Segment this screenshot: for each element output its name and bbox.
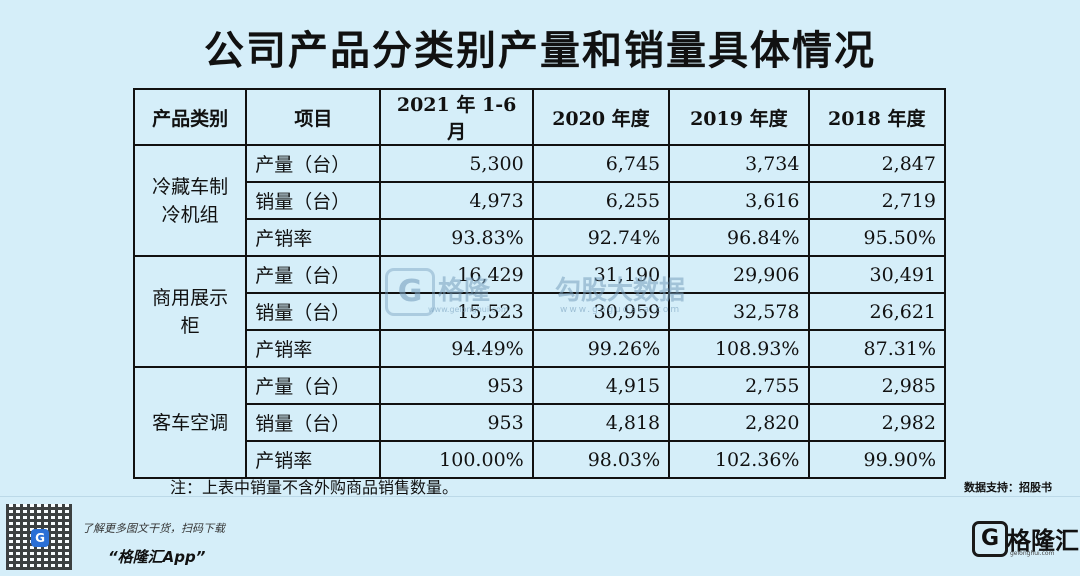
category-label-line: 商用展示 xyxy=(152,286,229,309)
table-row: 销量（台） 953 4,818 2,820 2,982 xyxy=(134,403,946,442)
value-cell: 26,621 xyxy=(807,292,946,331)
brand-name: 格隆汇 xyxy=(1007,527,1079,555)
value-cell: 98.03% xyxy=(531,440,671,479)
table-row: 产销率 93.83% 92.74% 96.84% 95.50% xyxy=(134,218,946,257)
table-row: 冷藏车制 冷机组 产量（台） 5,300 6,745 3,734 2,847 xyxy=(132,144,946,257)
qr-logo-icon: G xyxy=(31,529,49,547)
value-cell: 4,818 xyxy=(531,403,671,442)
app-name: “格隆汇App” xyxy=(108,548,206,566)
item-cell: 产销率 xyxy=(245,218,382,257)
value-cell: 94.49% xyxy=(379,329,534,368)
value-cell: 100.00% xyxy=(379,440,534,479)
value-cell: 99.90% xyxy=(807,440,946,479)
page-title: 公司产品分类别产量和销量具体情况 xyxy=(204,28,876,74)
watermark-second-url: www.gogudata.com xyxy=(560,305,682,315)
value-cell: 2,820 xyxy=(668,403,810,442)
value-cell: 4,915 xyxy=(531,366,671,405)
table-header-row: 产品类别 项目 2021 年 1-6 月 2020 年度 2019 年度 201… xyxy=(132,88,946,146)
item-cell: 产量（台） xyxy=(245,366,382,405)
table-row: 产销率 100.00% 98.03% 102.36% 99.90% xyxy=(134,440,946,479)
item-cell: 产量（台） xyxy=(245,144,382,183)
value-cell: 96.84% xyxy=(668,218,810,257)
header-2021h1: 2021 年 1-6 月 xyxy=(379,88,534,146)
value-cell: 31,190 xyxy=(531,255,671,294)
watermark-brand: 格隆 xyxy=(438,276,491,306)
value-cell: 953 xyxy=(379,403,534,442)
category-cell: 商用展示 柜 xyxy=(132,255,248,368)
watermark-logo-icon: G xyxy=(385,268,435,316)
value-cell: 92.74% xyxy=(531,218,671,257)
header-item: 项目 xyxy=(245,88,382,146)
production-sales-table: 产品类别 项目 2021 年 1-6 月 2020 年度 2019 年度 201… xyxy=(132,88,946,479)
category-label-line: 柜 xyxy=(180,314,200,337)
value-cell: 102.36% xyxy=(668,440,810,479)
value-cell: 93.83% xyxy=(379,218,534,257)
category-label-line: 冷机组 xyxy=(161,203,219,226)
value-cell: 16,429 xyxy=(379,255,534,294)
value-cell: 2,847 xyxy=(807,144,946,183)
item-cell: 销量（台） xyxy=(245,181,382,220)
value-cell: 15,523 xyxy=(379,292,534,331)
table-row: 销量（台） 4,973 6,255 3,616 2,719 xyxy=(134,181,946,220)
item-cell: 销量（台） xyxy=(245,403,382,442)
value-cell: 30,959 xyxy=(531,292,671,331)
header-2018: 2018 年度 xyxy=(807,88,946,146)
value-cell: 99.26% xyxy=(531,329,671,368)
promo-line: 了解更多图文干货，扫码下载 xyxy=(82,522,225,535)
value-cell: 6,255 xyxy=(531,181,671,220)
item-cell: 产量（台） xyxy=(245,255,382,294)
category-label-line: 客车空调 xyxy=(152,411,229,434)
header-2019: 2019 年度 xyxy=(668,88,810,146)
header-2020: 2020 年度 xyxy=(531,88,671,146)
value-cell: 3,734 xyxy=(668,144,810,183)
value-cell: 32,578 xyxy=(668,292,810,331)
value-cell: 2,982 xyxy=(807,403,946,442)
data-source: 数据支持：招股书 xyxy=(964,481,1052,494)
value-cell: 953 xyxy=(379,366,534,405)
value-cell: 5,300 xyxy=(379,144,534,183)
item-cell: 产销率 xyxy=(245,440,382,479)
table-row: 产销率 94.49% 99.26% 108.93% 87.31% xyxy=(134,329,946,368)
brand-logo-icon: G xyxy=(972,521,1008,557)
category-cell: 客车空调 xyxy=(132,366,248,479)
table-row: 客车空调 产量（台） 953 4,915 2,755 2,985 xyxy=(132,366,946,479)
brand-url: gelonghui.com xyxy=(1010,550,1055,557)
item-cell: 销量（台） xyxy=(245,292,382,331)
table-row: 商用展示 柜 产量（台） 16,429 31,190 29,906 30,491 xyxy=(132,255,946,368)
category-label-line: 冷藏车制 xyxy=(152,175,229,198)
category-cell: 冷藏车制 冷机组 xyxy=(132,144,248,257)
item-cell: 产销率 xyxy=(245,329,382,368)
value-cell: 2,755 xyxy=(668,366,810,405)
value-cell: 95.50% xyxy=(807,218,946,257)
value-cell: 87.31% xyxy=(807,329,946,368)
value-cell: 2,985 xyxy=(807,366,946,405)
footer-divider xyxy=(0,496,1080,497)
value-cell: 30,491 xyxy=(807,255,946,294)
watermark-second: 勾股大数据 xyxy=(555,276,686,306)
table-note: 注：上表中销量不含外购商品销售数量。 xyxy=(170,478,459,497)
value-cell: 29,906 xyxy=(668,255,810,294)
value-cell: 6,745 xyxy=(531,144,671,183)
value-cell: 2,719 xyxy=(807,181,946,220)
value-cell: 4,973 xyxy=(379,181,534,220)
value-cell: 108.93% xyxy=(668,329,810,368)
header-category: 产品类别 xyxy=(132,88,248,146)
table-row: 销量（台） 15,523 30,959 32,578 26,621 xyxy=(134,292,946,331)
value-cell: 3,616 xyxy=(668,181,810,220)
watermark-brand-url: www.gelonghui.com xyxy=(428,305,509,314)
qr-code[interactable] xyxy=(6,504,72,570)
